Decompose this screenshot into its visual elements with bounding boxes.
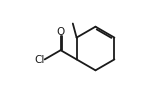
Text: O: O: [57, 27, 65, 37]
Text: Cl: Cl: [35, 55, 45, 65]
